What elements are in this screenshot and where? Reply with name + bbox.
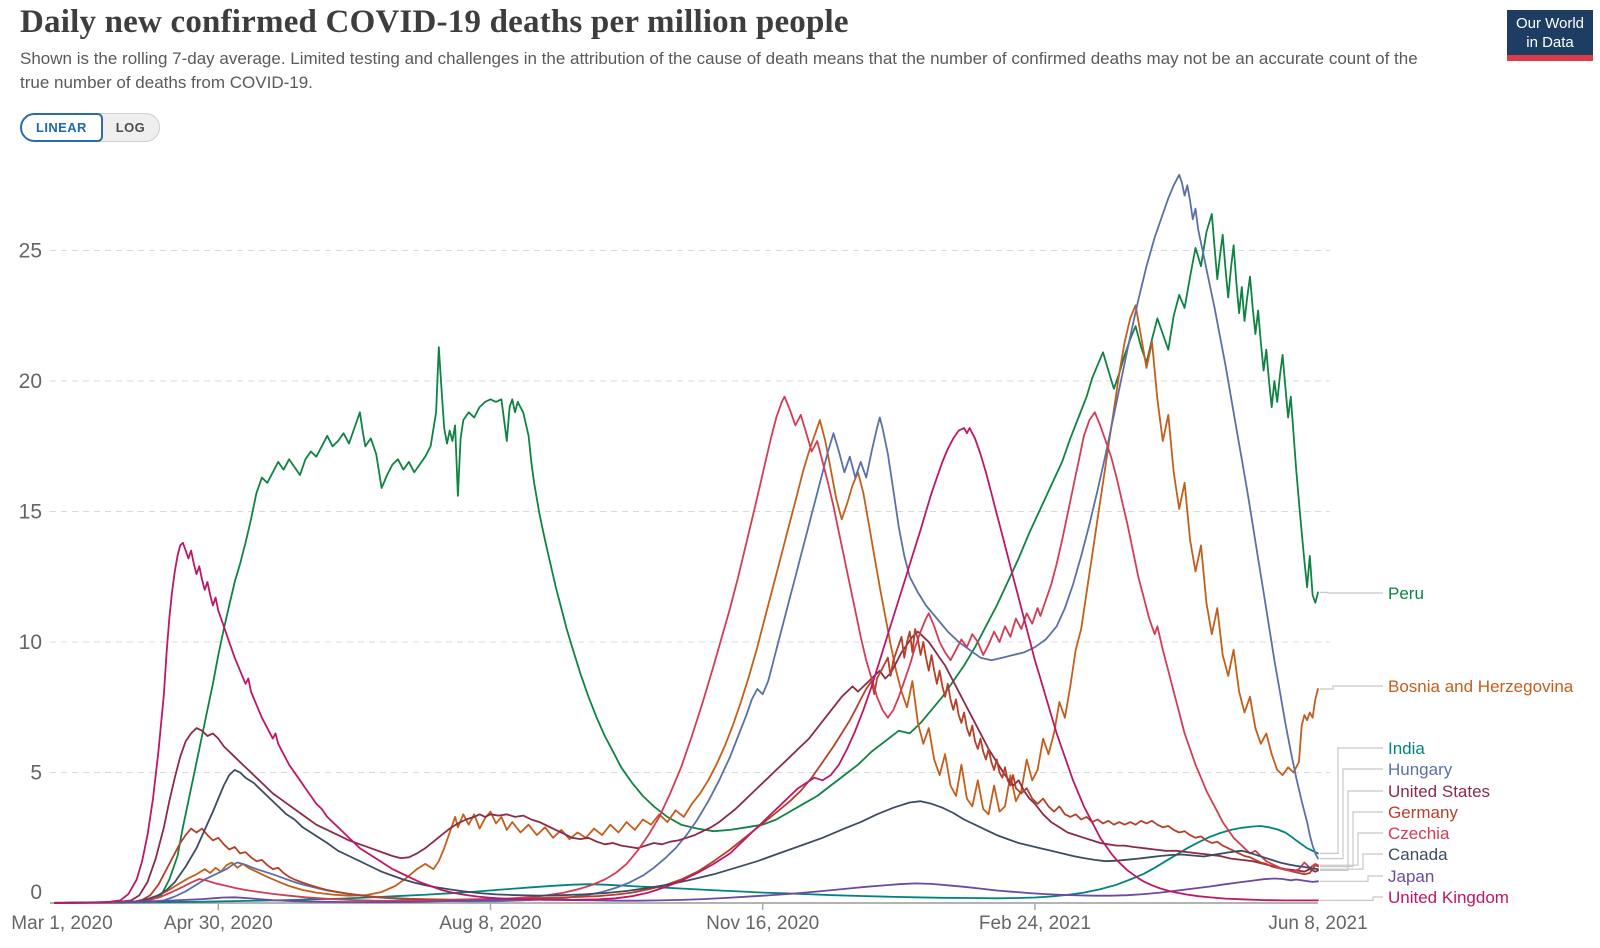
legend-label-united-states[interactable]: United States [1388, 782, 1490, 801]
series-line-united-states[interactable] [54, 630, 1319, 904]
legend-label-canada[interactable]: Canada [1388, 845, 1448, 864]
y-tick-label-15: 15 [19, 501, 42, 524]
legend-connector-united-kingdom [1320, 896, 1383, 901]
linear-button[interactable]: LINEAR [20, 113, 103, 142]
x-tick-label-4: Feb 24, 2021 [979, 913, 1091, 934]
x-tick-label-2: Aug 8, 2020 [439, 913, 541, 934]
owid-logo-line2: in Data [1526, 34, 1574, 51]
legend-connector-peru [1320, 591, 1383, 594]
page-subtitle: Shown is the rolling 7-day average. Limi… [20, 49, 1418, 92]
page-title: Daily new confirmed COVID-19 deaths per … [20, 4, 849, 40]
scale-toggle: LINEAR LOG [20, 113, 161, 142]
owid-logo-line1: Our World [1515, 15, 1585, 32]
series-line-hungary[interactable] [54, 173, 1319, 904]
legend-label-japan[interactable]: Japan [1388, 867, 1434, 886]
legend-connector-germany [1320, 811, 1383, 868]
legend-connector-japan [1320, 875, 1383, 882]
y-tick-label-10: 10 [19, 631, 42, 654]
legend-label-hungary[interactable]: Hungary [1388, 760, 1453, 779]
legend-connector-bosnia-and-herzegovina [1320, 685, 1383, 690]
legend-label-bosnia-and-herzegovina[interactable]: Bosnia and Herzegovina [1388, 677, 1574, 696]
legend-label-united-kingdom[interactable]: United Kingdom [1388, 888, 1509, 907]
legend-connector-india [1320, 747, 1383, 854]
owid-logo: Our World in Data [1507, 10, 1593, 61]
series-line-canada[interactable] [54, 769, 1319, 904]
series-line-bosnia-and-herzegovina[interactable] [54, 304, 1319, 904]
legend-label-india[interactable]: India [1388, 739, 1425, 758]
series-line-germany[interactable] [54, 628, 1319, 904]
x-tick-label-0: Mar 1, 2020 [11, 913, 112, 934]
legend-label-czechia[interactable]: Czechia [1388, 824, 1450, 843]
x-tick-label-5: Jun 8, 2021 [1268, 913, 1367, 934]
y-tick-label-25: 25 [19, 240, 42, 263]
legend-label-peru[interactable]: Peru [1388, 584, 1424, 603]
y-tick-label-20: 20 [19, 370, 42, 393]
series-line-united-kingdom[interactable] [54, 427, 1319, 904]
series-line-japan[interactable] [54, 877, 1319, 904]
series-line-czechia[interactable] [54, 395, 1319, 904]
legend-label-germany[interactable]: Germany [1388, 803, 1458, 822]
x-tick-label-3: Nov 16, 2020 [706, 913, 819, 934]
legend-connector-czechia [1320, 832, 1383, 866]
legend-connector-canada [1320, 853, 1383, 870]
legend-connector-hungary [1320, 768, 1383, 860]
y-tick-label-0: 0 [30, 881, 42, 904]
series-line-peru[interactable] [54, 213, 1319, 904]
legend-connector-united-states [1320, 790, 1383, 871]
series-line-india[interactable] [54, 825, 1319, 904]
y-tick-label-5: 5 [30, 762, 42, 785]
x-tick-label-1: Apr 30, 2020 [164, 913, 273, 934]
